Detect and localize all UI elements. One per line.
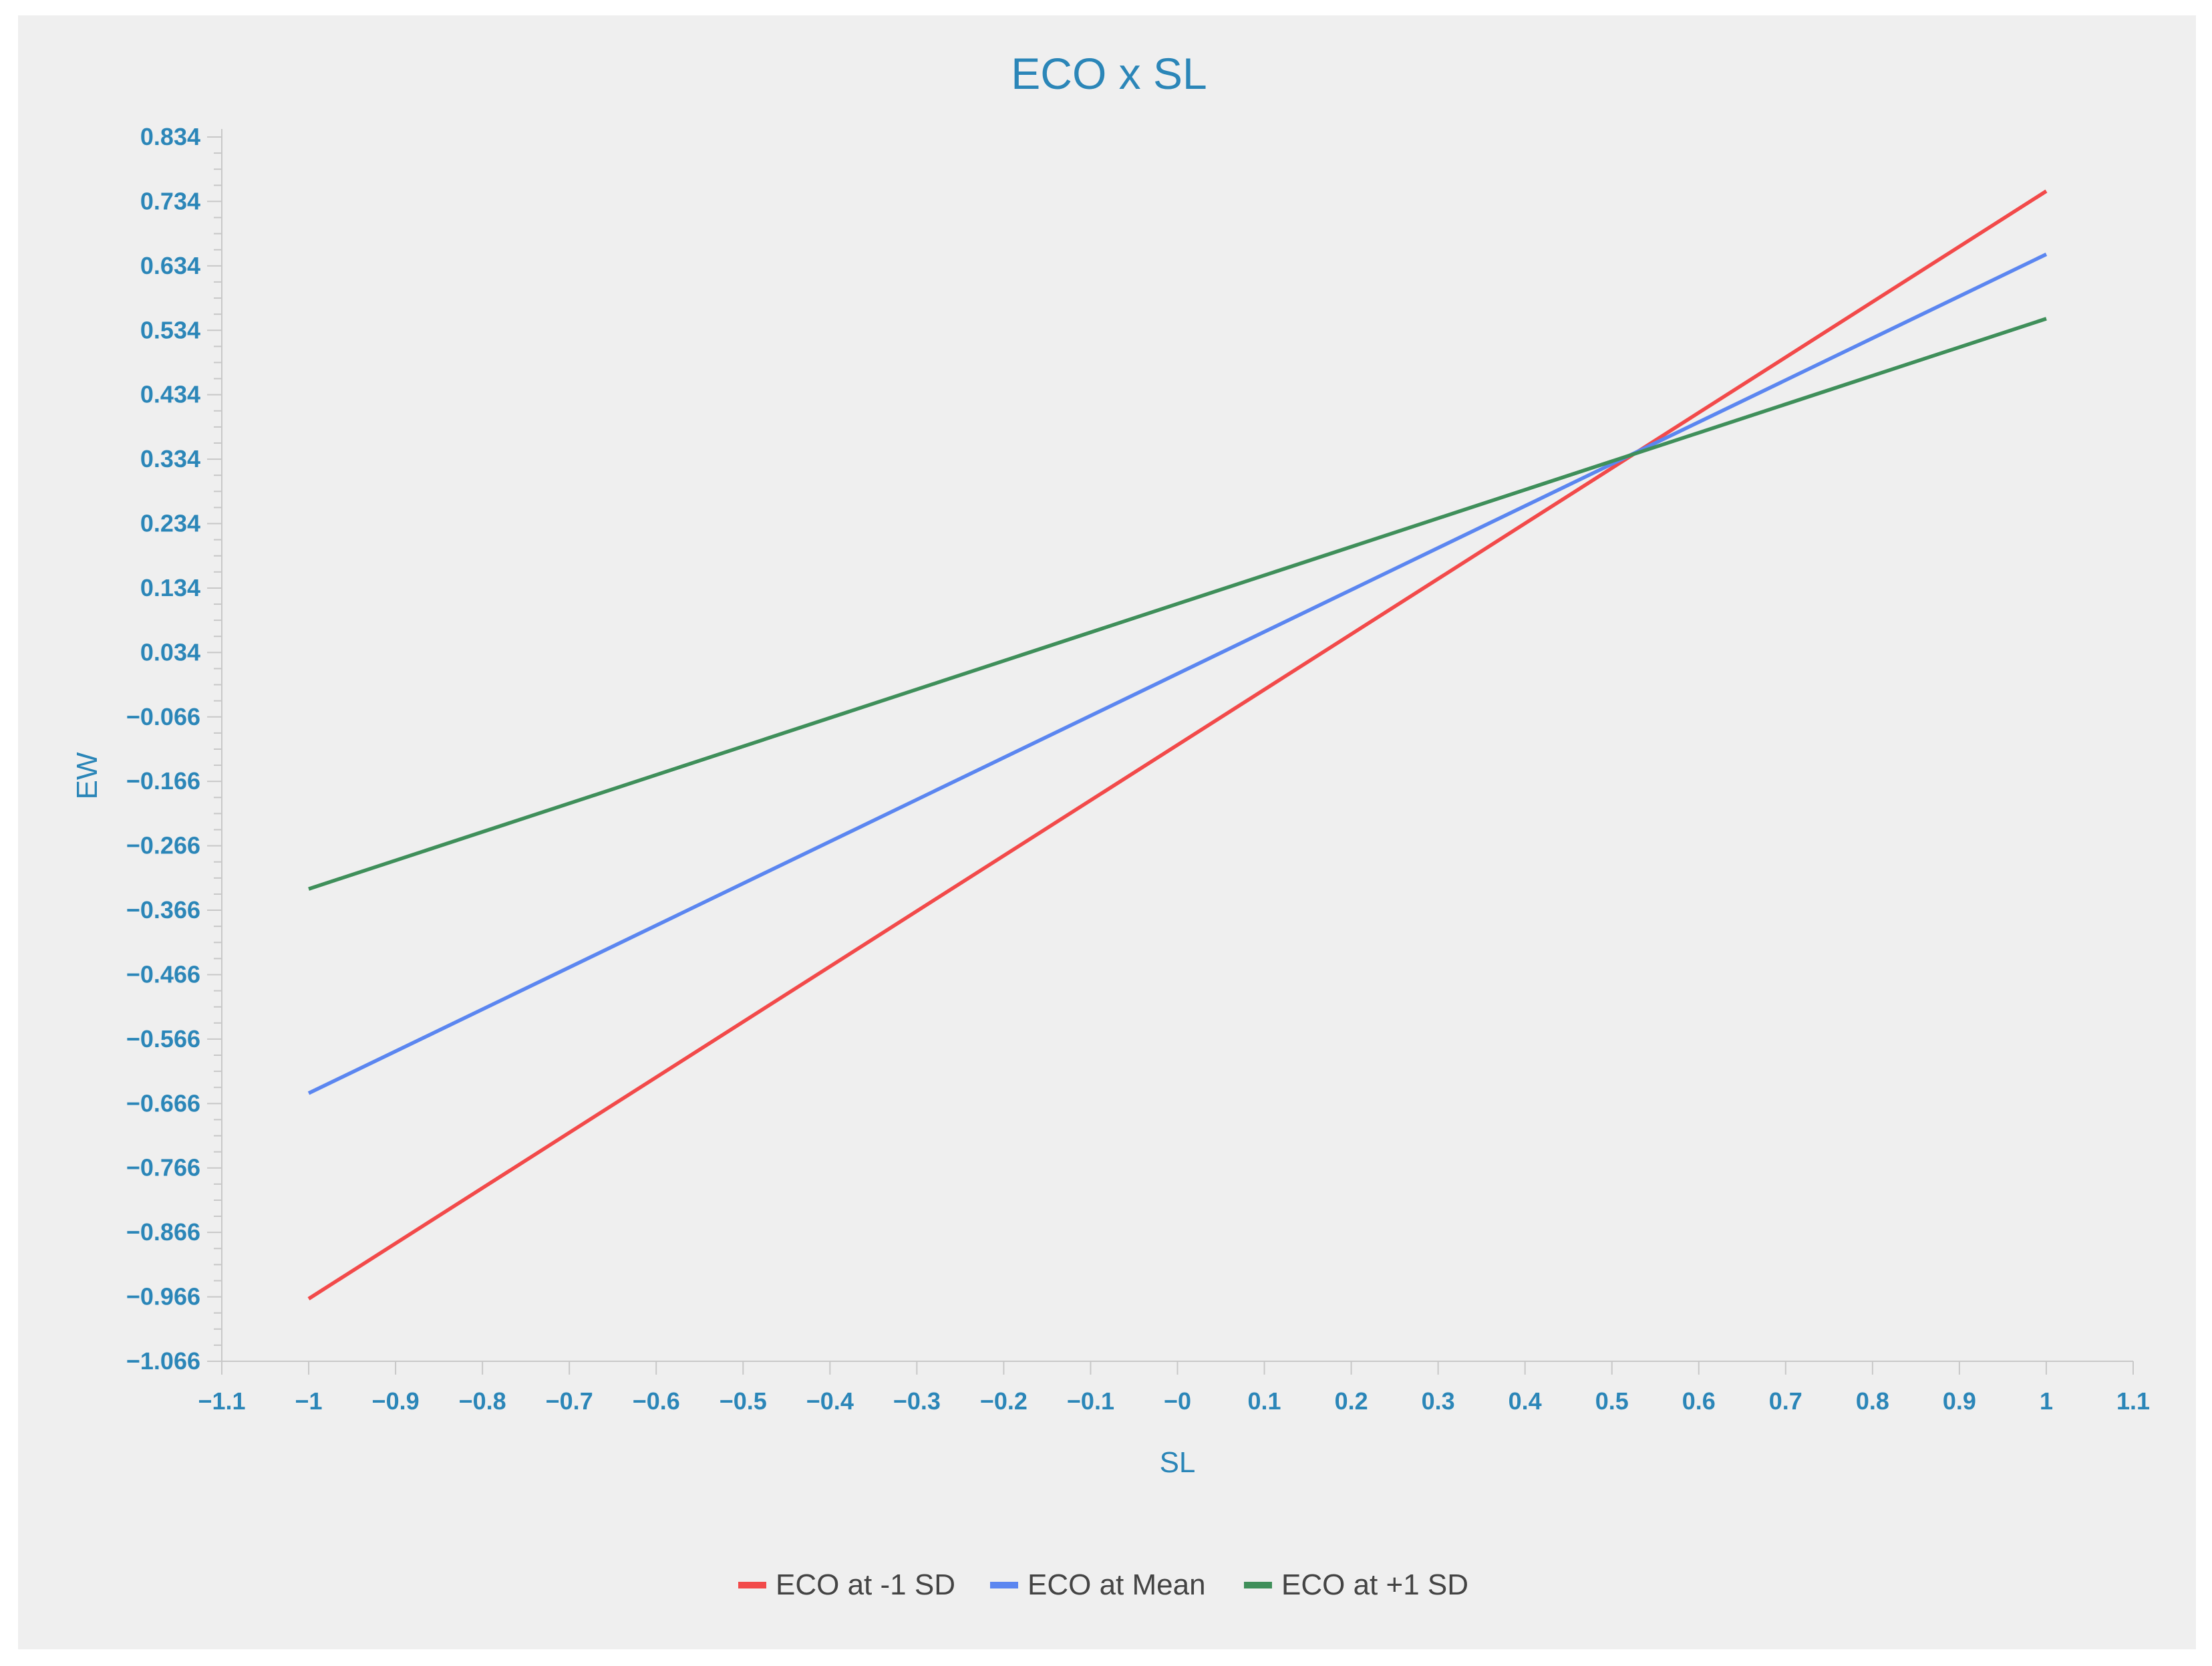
x-tick-label: −0.1: [1067, 1387, 1114, 1415]
y-tick-label: −0.666: [126, 1089, 200, 1117]
y-tick-label: 0.734: [140, 187, 200, 215]
x-axis-title: SL: [1160, 1446, 1196, 1479]
x-tick-label: 0.1: [1248, 1387, 1281, 1415]
y-tick-label: 0.134: [140, 574, 200, 601]
y-tick-label: −0.066: [126, 703, 200, 730]
x-tick-label: −0: [1164, 1387, 1191, 1415]
y-tick-label: −0.966: [126, 1283, 200, 1310]
chart-panel: ECO x SL EW SL 0.834 0.734 0.634 0.534 0.434…: [18, 15, 2196, 1649]
y-tick-label: −0.366: [126, 896, 200, 924]
x-tick-label: −0.7: [546, 1387, 593, 1415]
y-tick-label: −0.466: [126, 960, 200, 988]
x-tick-label: −1.1: [198, 1387, 245, 1415]
legend-label-1: ECO at -1 SD: [776, 1568, 955, 1601]
y-tick-label: 0.834: [140, 123, 200, 150]
y-tick-label: −0.566: [126, 1025, 200, 1053]
y-tick-label: 0.234: [140, 510, 200, 537]
y-tick-label: 0.434: [140, 381, 200, 408]
series-line-2: [307, 253, 2048, 1095]
x-tick-label: 0.5: [1595, 1387, 1629, 1415]
y-tick-label: −0.866: [126, 1218, 200, 1246]
y-tick-label: 0.534: [140, 316, 200, 343]
y-tick-label: −0.266: [126, 832, 200, 859]
chart-svg: ECO x SL EW SL 0.834 0.734 0.634 0.534 0.434…: [71, 49, 2150, 1601]
y-tick-label: 0.034: [140, 638, 200, 666]
x-tick-label: 0.8: [1856, 1387, 1889, 1415]
chart-title: ECO x SL: [1011, 49, 1207, 98]
x-tick-label: −0.9: [372, 1387, 420, 1415]
series-line-3: [308, 317, 2047, 891]
legend-label-3: ECO at +1 SD: [1281, 1568, 1468, 1601]
plot-lines: [307, 189, 2048, 1300]
x-tick-label: 1.1: [2116, 1387, 2150, 1415]
x-tick-label: 1: [2040, 1387, 2053, 1415]
legend: ECO at -1 SD ECO at Mean ECO at +1 SD: [738, 1568, 1468, 1601]
axes: 0.834 0.734 0.634 0.534 0.434 0.334 0.234 0.134…: [126, 123, 2150, 1415]
x-tick-label: −0.8: [459, 1387, 506, 1415]
y-tick-label: −0.166: [126, 767, 200, 795]
x-tick-label: −0.6: [633, 1387, 680, 1415]
x-tick-label: 0.4: [1509, 1387, 1542, 1415]
x-tick-label: 0.2: [1335, 1387, 1368, 1415]
y-tick-label: 0.634: [140, 252, 200, 279]
x-tick-label: −0.2: [980, 1387, 1028, 1415]
y-tick-label: −1.066: [126, 1347, 200, 1375]
x-tick-label: 0.7: [1769, 1387, 1802, 1415]
x-tick-label: −0.4: [806, 1387, 854, 1415]
y-tick-label: 0.334: [140, 445, 200, 472]
x-tick-label: −1: [295, 1387, 323, 1415]
x-tick-label: 0.9: [1943, 1387, 1976, 1415]
x-tick-label: −0.3: [893, 1387, 941, 1415]
x-tick-label: −0.5: [720, 1387, 767, 1415]
x-tick-label: 0.3: [1422, 1387, 1455, 1415]
legend-label-2: ECO at Mean: [1028, 1568, 1206, 1601]
y-axis-title: EW: [71, 752, 104, 799]
series-line-1: [307, 189, 2048, 1300]
x-tick-label: 0.6: [1682, 1387, 1716, 1415]
y-tick-label: −0.766: [126, 1154, 200, 1182]
